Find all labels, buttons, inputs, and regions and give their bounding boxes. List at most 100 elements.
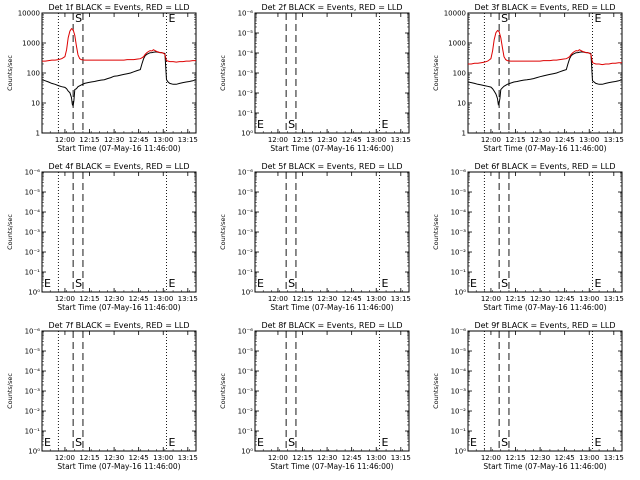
y-tick-label: 10⁻⁵ bbox=[451, 348, 467, 356]
y-tick-label: 10 bbox=[31, 100, 40, 108]
panel-title: Det 9f BLACK = Events, RED = LLD bbox=[474, 321, 615, 330]
x-tick-label: 12:30 bbox=[317, 295, 337, 303]
y-tick-label: 10⁰ bbox=[454, 289, 466, 297]
series-line-1 bbox=[42, 28, 196, 63]
y-tick-label: 10⁻¹ bbox=[25, 428, 41, 436]
x-tick-label: 12:45 bbox=[129, 295, 149, 303]
x-tick-label: 13:15 bbox=[178, 136, 198, 144]
x-tick-label: 13:15 bbox=[178, 295, 198, 303]
x-axis-label: Start Time (07-May-16 11:46:00) bbox=[57, 144, 180, 153]
x-tick-label: 12:45 bbox=[342, 454, 362, 462]
x-tick-label: 13:15 bbox=[391, 454, 411, 462]
x-tick-label: 13:15 bbox=[178, 454, 198, 462]
panel-det-8: Det 8f BLACK = Events, RED = LLD 10⁰ 10⁻¹ 1… bbox=[219, 321, 411, 471]
panel-title: Det 1f BLACK = Events, RED = LLD bbox=[48, 3, 189, 12]
plot-frame bbox=[41, 171, 197, 293]
x-tick-label: 12:30 bbox=[104, 136, 124, 144]
y-tick-label: 10⁻⁵ bbox=[238, 30, 254, 38]
y-tick-label: 10⁻⁶ bbox=[451, 328, 467, 336]
y-tick-label: 10⁰ bbox=[28, 289, 40, 297]
x-tick-label: 13:15 bbox=[604, 454, 624, 462]
y-tick-label: 10⁰ bbox=[28, 448, 40, 456]
y-tick-label: 10⁻⁴ bbox=[451, 368, 467, 376]
x-axis-label: Start Time (07-May-16 11:46:00) bbox=[270, 144, 393, 153]
y-tick-label: 1 bbox=[36, 130, 40, 138]
y-axis-label: Counts/sec bbox=[6, 55, 14, 91]
series-line-1 bbox=[468, 29, 622, 66]
y-tick-label: 1 bbox=[462, 130, 466, 138]
y-axis-label: Counts/sec bbox=[6, 214, 14, 250]
y-tick-label: 10⁻¹ bbox=[451, 428, 467, 436]
plot-frame bbox=[254, 171, 410, 293]
plot-frame bbox=[41, 330, 197, 452]
x-tick-label: 12:45 bbox=[129, 136, 149, 144]
y-tick-label: 10 bbox=[457, 100, 466, 108]
x-tick-label: 12:00 bbox=[268, 295, 288, 303]
y-tick-label: 10⁻¹ bbox=[25, 269, 41, 277]
y-tick-label: 10⁻⁶ bbox=[25, 328, 41, 336]
x-tick-label: 12:30 bbox=[530, 136, 550, 144]
x-tick-label: 12:45 bbox=[555, 136, 575, 144]
y-tick-label: 10⁰ bbox=[454, 448, 466, 456]
panel-title: Det 3f BLACK = Events, RED = LLD bbox=[474, 3, 615, 12]
y-tick-label: 10⁰ bbox=[241, 448, 253, 456]
x-tick-label: 12:30 bbox=[530, 454, 550, 462]
y-tick-label: 100 bbox=[27, 70, 40, 78]
x-tick-label: 12:15 bbox=[79, 454, 99, 462]
panel-title: Det 5f BLACK = Events, RED = LLD bbox=[261, 162, 402, 171]
panel-title: Det 6f BLACK = Events, RED = LLD bbox=[474, 162, 615, 171]
y-tick-label: 10⁻⁴ bbox=[25, 368, 41, 376]
y-tick-label: 10⁻² bbox=[451, 249, 467, 257]
x-axis-label: Start Time (07-May-16 11:46:00) bbox=[483, 303, 606, 312]
end-marker: E bbox=[44, 277, 51, 290]
end-marker: E bbox=[382, 436, 389, 449]
x-tick-label: 13:00 bbox=[579, 136, 599, 144]
start-marker: S bbox=[75, 436, 82, 449]
x-tick-label: 12:15 bbox=[79, 136, 99, 144]
x-tick-label: 12:15 bbox=[292, 454, 312, 462]
y-axis-label: Counts/sec bbox=[219, 55, 227, 91]
y-axis-label: Counts/sec bbox=[432, 214, 440, 250]
panel-det-1: Det 1f BLACK = Events, RED = LLD 1 10 100 10… bbox=[6, 3, 198, 153]
y-axis-label: Counts/sec bbox=[219, 214, 227, 250]
y-tick-label: 10⁰ bbox=[241, 289, 253, 297]
y-axis-label: Counts/sec bbox=[432, 55, 440, 91]
start-marker: S bbox=[288, 436, 295, 449]
y-tick-label: 10⁻³ bbox=[238, 229, 254, 237]
y-tick-label: 10000 bbox=[444, 10, 466, 18]
x-tick-label: 13:15 bbox=[391, 136, 411, 144]
x-tick-label: 12:15 bbox=[505, 295, 525, 303]
x-tick-label: 12:45 bbox=[342, 136, 362, 144]
start-marker: S bbox=[501, 277, 508, 290]
y-tick-label: 10⁻⁶ bbox=[238, 328, 254, 336]
end-marker: E bbox=[470, 277, 477, 290]
x-tick-label: 12:15 bbox=[79, 295, 99, 303]
x-tick-label: 12:15 bbox=[505, 136, 525, 144]
y-tick-label: 10⁻⁶ bbox=[238, 169, 254, 177]
y-tick-label: 10⁻⁵ bbox=[238, 348, 254, 356]
end-marker: E bbox=[382, 118, 389, 131]
end-marker: E bbox=[595, 436, 602, 449]
x-tick-label: 12:15 bbox=[292, 295, 312, 303]
start-marker: S bbox=[288, 118, 295, 131]
y-tick-label: 10⁻² bbox=[238, 90, 254, 98]
end-marker: E bbox=[382, 277, 389, 290]
y-tick-label: 10⁻⁴ bbox=[238, 368, 254, 376]
x-tick-label: 12:30 bbox=[530, 295, 550, 303]
y-tick-label: 10⁻¹ bbox=[238, 269, 254, 277]
x-axis-label: Start Time (07-May-16 11:46:00) bbox=[270, 462, 393, 471]
start-marker: S bbox=[75, 277, 82, 290]
panel-det-5: Det 5f BLACK = Events, RED = LLD 10⁰ 10⁻¹ 1… bbox=[219, 162, 411, 312]
x-tick-label: 12:45 bbox=[555, 454, 575, 462]
y-tick-label: 10⁻⁴ bbox=[25, 209, 41, 217]
plot-frame bbox=[467, 330, 623, 452]
end-marker: E bbox=[257, 436, 264, 449]
plot-frame bbox=[467, 171, 623, 293]
y-tick-label: 10⁰ bbox=[241, 130, 253, 138]
x-tick-label: 12:30 bbox=[104, 454, 124, 462]
start-marker: S bbox=[288, 277, 295, 290]
panel-title: Det 4f BLACK = Events, RED = LLD bbox=[48, 162, 189, 171]
plot-frame bbox=[254, 12, 410, 134]
y-tick-label: 10⁻³ bbox=[238, 70, 254, 78]
